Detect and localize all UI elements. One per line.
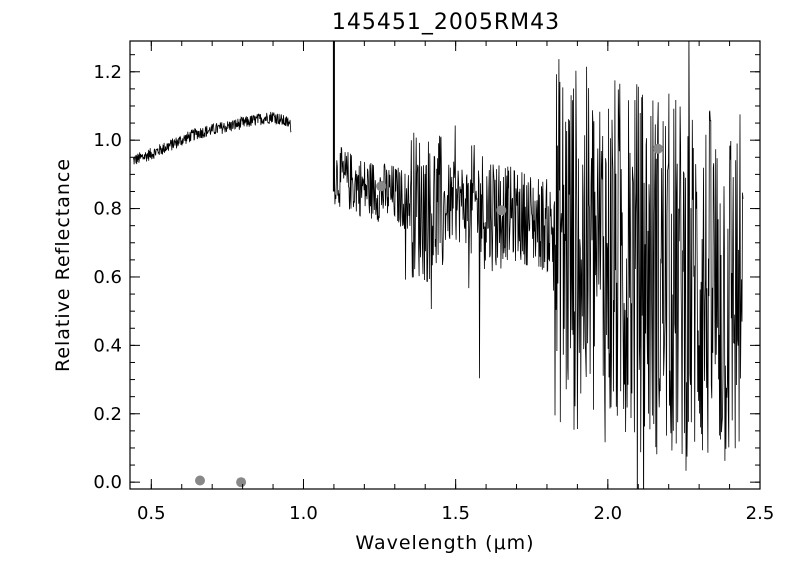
x-tick-label: 2.0 xyxy=(594,503,623,524)
chart-title: 145451_2005RM43 xyxy=(332,10,560,35)
y-axis-label: Relative Reflectance xyxy=(52,158,74,372)
y-axis: 0.0 0.2 0.4 0.6 0.8 1.0 1.2 xyxy=(93,54,760,493)
y-tick-label: 0.8 xyxy=(93,199,122,220)
x-tick-label: 2.5 xyxy=(746,503,775,524)
plot-frame xyxy=(129,40,761,490)
spectrum-trace xyxy=(132,41,744,489)
y-tick-label: 0.2 xyxy=(93,404,122,425)
x-tick-label: 0.5 xyxy=(137,503,166,524)
y-tick-label: 0.4 xyxy=(93,335,122,356)
photometry-point xyxy=(195,475,205,486)
y-tick-label: 1.0 xyxy=(93,130,122,151)
x-axis-label: Wavelength (μm) xyxy=(355,532,534,554)
x-tick-label: 1.5 xyxy=(441,503,470,524)
x-axis: 0.5 1.0 1.5 2.0 2.5 xyxy=(137,41,774,524)
photometry-points xyxy=(195,143,663,488)
x-tick-label: 1.0 xyxy=(289,503,318,524)
spectrum-segment-2 xyxy=(333,41,744,489)
photometry-point xyxy=(376,181,387,192)
y-tick-label: 0.0 xyxy=(93,472,122,493)
plot-area xyxy=(132,41,744,489)
photometry-point xyxy=(236,477,247,488)
y-tick-label: 1.2 xyxy=(93,62,122,83)
spectrum-segment-1 xyxy=(132,111,292,165)
photometry-point xyxy=(653,143,663,154)
photometry-point xyxy=(496,205,507,216)
y-tick-label: 0.6 xyxy=(93,267,122,288)
